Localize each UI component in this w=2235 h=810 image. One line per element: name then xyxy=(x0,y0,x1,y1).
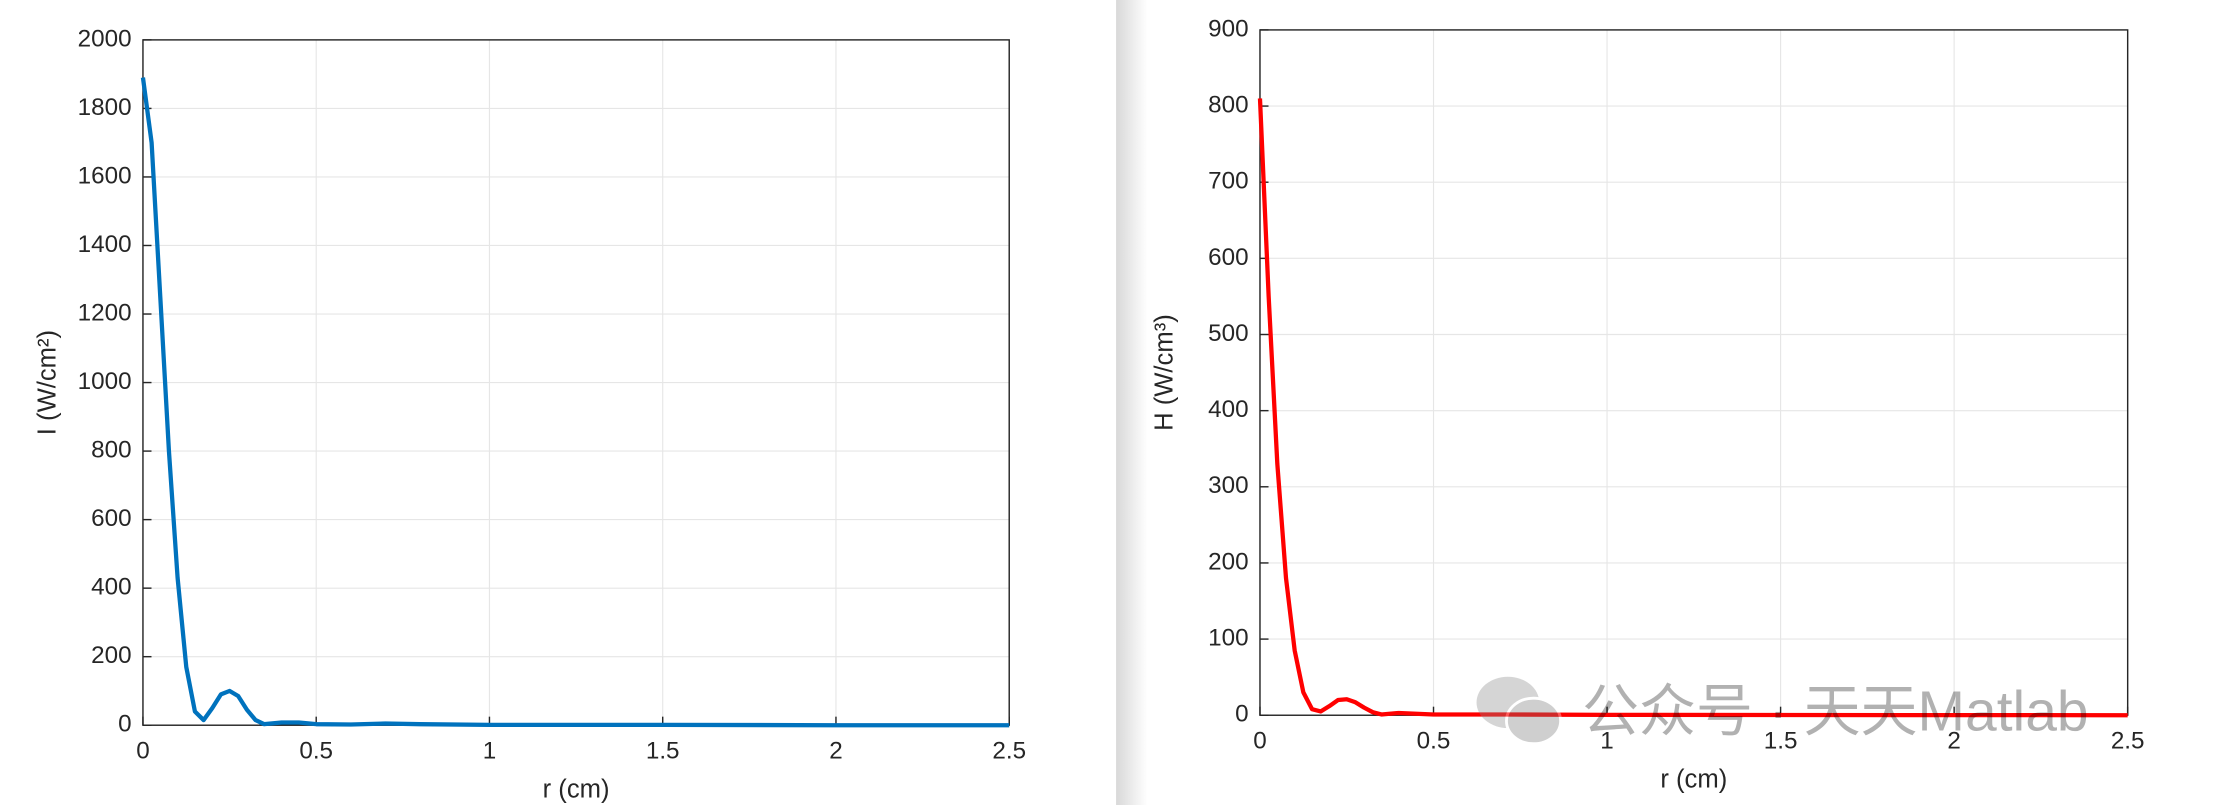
x-tick-label: 2.5 xyxy=(2111,728,2145,755)
panel-divider xyxy=(1116,0,1148,805)
y-tick-label: 1200 xyxy=(78,299,132,326)
x-tick-label: 1 xyxy=(483,738,496,765)
y-tick-label: 600 xyxy=(1208,244,1248,271)
watermark-icon xyxy=(1476,676,1563,746)
x-tick-label: 2 xyxy=(1947,728,1960,755)
data-line xyxy=(1257,98,2128,718)
watermark-bubble xyxy=(1505,696,1563,746)
x-tick-label: 2.5 xyxy=(992,738,1026,765)
y-tick-label: 800 xyxy=(91,436,131,463)
y-tick-label: 600 xyxy=(91,505,131,532)
y-tick-label: 300 xyxy=(1208,472,1248,499)
y-tick-label: 1600 xyxy=(78,162,132,189)
y-tick-label: 200 xyxy=(1208,548,1248,575)
x-tick-label: 1.5 xyxy=(1764,728,1798,755)
y-tick-label: 800 xyxy=(1208,91,1248,118)
y-tick-label: 1000 xyxy=(78,368,132,395)
x-axis-label: r (cm) xyxy=(543,776,610,804)
x-tick-label: 1 xyxy=(1600,728,1613,755)
x-tick-label: 0 xyxy=(1253,728,1266,755)
x-tick-label: 0.5 xyxy=(1417,728,1451,755)
y-tick-label: 0 xyxy=(1235,701,1248,728)
y-tick-label: 100 xyxy=(1208,624,1248,651)
watermark-bubble xyxy=(1476,676,1540,729)
y-tick-label: 0 xyxy=(118,711,131,738)
watermark: 公众号 · 天天Matlab xyxy=(1582,679,2089,743)
y-axis-label: I (W/cm²) xyxy=(34,330,62,435)
x-tick-label: 0.5 xyxy=(299,738,333,765)
x-axis-label: r (cm) xyxy=(1660,766,1727,794)
x-tick-label: 0 xyxy=(136,738,149,765)
y-tick-label: 400 xyxy=(91,574,131,601)
y-tick-label: 1800 xyxy=(78,94,132,121)
y-tick-label: 200 xyxy=(91,642,131,669)
y-tick-label: 1400 xyxy=(78,231,132,258)
y-tick-label: 700 xyxy=(1208,168,1248,195)
y-tick-label: 900 xyxy=(1208,15,1248,42)
data-line xyxy=(140,77,1010,728)
x-tick-label: 1.5 xyxy=(646,738,680,765)
y-axis-label: H (W/cm³) xyxy=(1151,314,1179,431)
y-tick-label: 400 xyxy=(1208,396,1248,423)
y-tick-label: 500 xyxy=(1208,320,1248,347)
y-tick-label: 2000 xyxy=(78,25,132,52)
plot-area xyxy=(1259,29,2128,716)
x-tick-label: 2 xyxy=(829,738,842,765)
